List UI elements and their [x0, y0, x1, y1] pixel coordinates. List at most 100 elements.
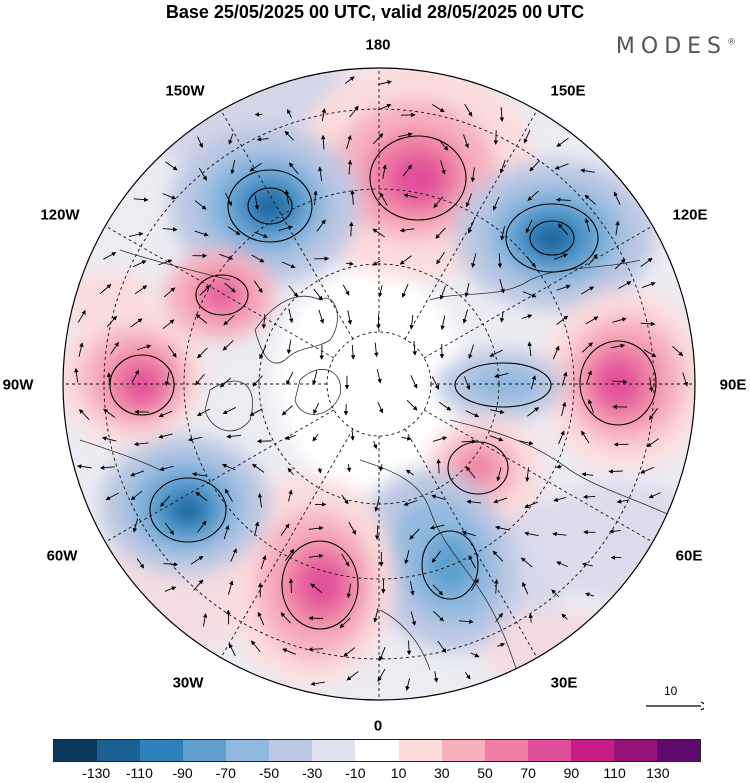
colorbar-swatch: [312, 740, 356, 761]
wind-arrow: [284, 434, 296, 440]
wind-arrow: [615, 220, 620, 236]
wind-arrow: [410, 375, 418, 389]
wind-arrow: [466, 499, 482, 505]
wind-arrow: [409, 528, 420, 540]
lon-label-30w: 30W: [172, 674, 204, 692]
wind-arrow: [431, 550, 442, 563]
wind-arrow: [130, 318, 143, 328]
wind-arrow: [222, 340, 234, 351]
colorbar-tick-label: 10: [390, 765, 407, 781]
colorbar-tick-label: 90: [563, 765, 580, 781]
wind-arrow: [321, 134, 326, 150]
wind-arrow: [372, 133, 384, 145]
colorbar-tick-label: -10: [345, 765, 366, 781]
wind-arrow: [377, 668, 386, 682]
meridian-line: [220, 428, 354, 658]
wind-arrow: [463, 134, 469, 149]
wind-arrow: [409, 314, 414, 330]
wind-arrow: [440, 315, 446, 331]
wind-arrow: [672, 345, 684, 357]
wind-arrow: [464, 671, 471, 680]
wind-arrow: [438, 139, 449, 151]
wind-arrow: [288, 308, 294, 324]
wind-arrow: [287, 467, 294, 476]
meridian-line: [423, 225, 653, 359]
wind-arrow: [468, 344, 474, 359]
wind-arrow: [494, 372, 509, 379]
lon-label-180: 180: [365, 36, 391, 54]
wind-arrow: [379, 464, 384, 472]
colorbar-swatch: [656, 740, 700, 761]
wind-arrow: [254, 231, 269, 238]
wind-arrow: [257, 493, 263, 508]
wind-arrow: [584, 592, 595, 597]
wind-arrow: [399, 228, 415, 233]
wind-arrow: [374, 525, 380, 540]
wind-arrow: [159, 465, 174, 472]
colorbar-swatch: [226, 740, 270, 761]
wind-arrow: [349, 105, 359, 118]
wind-arrow: [458, 619, 474, 624]
wind-arrow: [609, 529, 621, 534]
wind-arrow: [165, 161, 178, 171]
wind-arrow: [433, 196, 444, 208]
wind-arrow: [310, 583, 323, 593]
wind-arrow: [553, 497, 566, 502]
wind-arrow: [228, 133, 234, 145]
wind-arrow: [520, 557, 533, 568]
wind-arrow: [585, 370, 592, 385]
colorbar-tick-label: -90: [172, 765, 193, 781]
wind-arrow: [524, 501, 539, 508]
wind-arrow: [350, 344, 356, 360]
wind-arrow: [254, 521, 260, 536]
wind-arrow: [499, 311, 505, 323]
wind-arrow: [344, 76, 355, 84]
wind-arrow: [132, 518, 139, 533]
wind-arrow: [612, 317, 627, 323]
wind-arrow: [223, 524, 230, 540]
wind-arrow: [312, 433, 319, 442]
wind-arrow: [284, 130, 294, 141]
wind-arrow: [106, 315, 117, 327]
wind-arrow: [378, 285, 383, 298]
colorbar-swatch: [484, 740, 528, 761]
wind-arrow: [136, 558, 145, 569]
meridian-line: [423, 409, 653, 543]
map-boundary: [62, 67, 696, 701]
wind-arrow: [101, 436, 117, 442]
wind-arrow: [462, 309, 468, 324]
wind-arrow: [438, 401, 452, 411]
wind-arrow: [406, 399, 418, 411]
wind-arrow: [310, 681, 326, 686]
wind-arrow: [432, 584, 444, 596]
wind-arrow: [552, 345, 560, 360]
wind-arrow: [558, 430, 565, 445]
wind-arrow: [348, 521, 357, 535]
brand-name: MODES: [615, 34, 727, 59]
wind-arrow: [194, 200, 207, 210]
wind-arrow: [288, 578, 294, 594]
wind-arrow: [158, 433, 173, 439]
wind-arrow: [163, 562, 179, 567]
wind-arrow: [490, 409, 505, 415]
wind-arrow: [470, 578, 479, 592]
wind-arrow: [261, 314, 267, 329]
wind-arrow: [435, 227, 446, 239]
wind-arrow: [133, 260, 147, 268]
wind-arrow: [341, 553, 350, 567]
wind-arrow: [648, 377, 654, 393]
wind-arrow: [343, 647, 356, 657]
wind-arrow: [228, 643, 236, 657]
wind-arrow: [346, 671, 359, 681]
lon-label-90e: 90E: [719, 376, 747, 394]
wind-arrow: [439, 285, 446, 300]
wind-arrow: [137, 344, 152, 351]
wind-arrow: [379, 192, 388, 206]
wind-arrow: [281, 405, 293, 416]
streamlines: [109, 135, 657, 630]
wind-arrow: [401, 436, 412, 441]
wind-arrow: [581, 472, 594, 477]
wind-arrow: [308, 553, 324, 559]
wind-arrow: [194, 230, 209, 237]
wind-arrow: [284, 189, 290, 205]
